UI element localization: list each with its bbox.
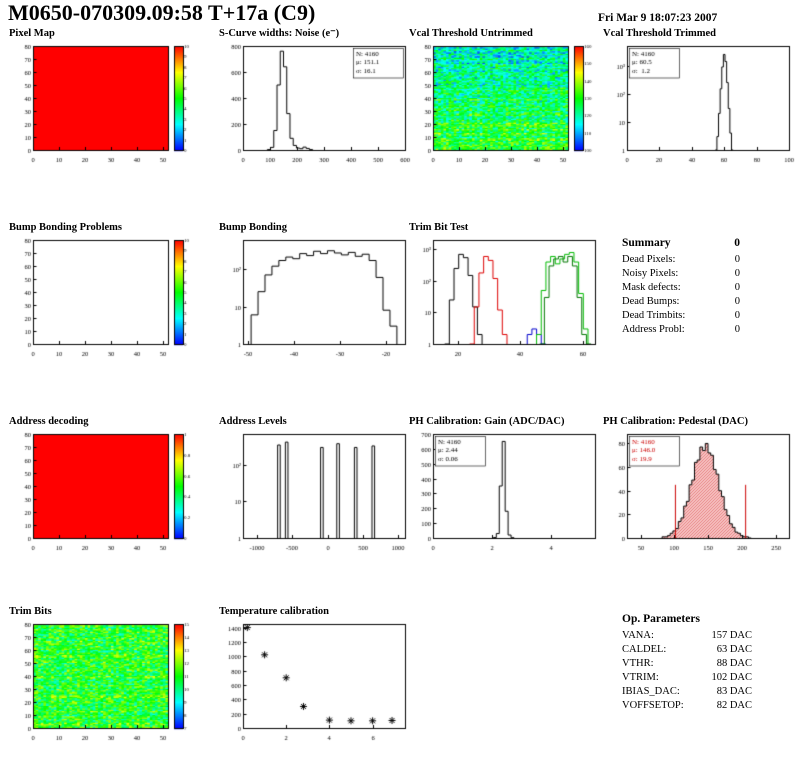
summary-row-label: Dead Pixels: bbox=[622, 254, 676, 265]
summary-row: Mask defects: 0 bbox=[622, 281, 740, 295]
temperature-calibration-scatter bbox=[218, 619, 414, 743]
panel-trim-bit-test: Trim Bit Test bbox=[408, 222, 604, 359]
op-parameter-value: 88 DAC bbox=[716, 658, 752, 669]
panel-pixel-map: Pixel Map bbox=[8, 28, 204, 165]
summary-row: Address Probl: 0 bbox=[622, 323, 740, 337]
summary-total: 0 bbox=[734, 237, 740, 249]
panel-title: Pixel Map bbox=[9, 28, 55, 39]
summary-row-value: 0 bbox=[734, 324, 740, 335]
panel-address-levels: Address Levels bbox=[218, 416, 414, 553]
panel-title: Address decoding bbox=[9, 416, 89, 427]
panel-title: S-Curve widths: Noise (e⁻) bbox=[219, 28, 340, 39]
summary-title: Summary bbox=[622, 237, 671, 249]
panel-bump-bonding-problems: Bump Bonding Problems bbox=[8, 222, 204, 359]
panel-title: PH Calibration: Gain (ADC/DAC) bbox=[409, 416, 565, 427]
op-parameter-row: IBIAS_DAC: 83 DAC bbox=[622, 685, 754, 699]
ph-pedestal-histogram bbox=[602, 429, 796, 553]
panel-temperature-calibration: Temperature calibration bbox=[218, 606, 414, 743]
bump-bonding-histogram bbox=[218, 235, 414, 359]
op-parameter-label: VTHR: bbox=[622, 658, 654, 669]
summary-row-label: Dead Bumps: bbox=[622, 296, 680, 307]
summary-row: Dead Pixels: 0 bbox=[622, 253, 740, 267]
op-parameter-value: 63 DAC bbox=[716, 644, 752, 655]
panel-title: Address Levels bbox=[219, 416, 287, 427]
panel-bump-bonding: Bump Bonding bbox=[218, 222, 414, 359]
op-parameters-block: Op. Parameters VANA: 157 DAC CALDEL: 63 DA… bbox=[622, 612, 754, 713]
op-parameter-label: CALDEL: bbox=[622, 644, 667, 655]
summary-row-label: Mask defects: bbox=[622, 282, 681, 293]
address-decoding-heatmap bbox=[8, 429, 204, 553]
summary-row: Dead Trimbits: 0 bbox=[622, 309, 740, 323]
panel-title: PH Calibration: Pedestal (DAC) bbox=[603, 416, 748, 427]
summary-row: Dead Bumps: 0 bbox=[622, 295, 740, 309]
summary-row: Noisy Pixels: 0 bbox=[622, 267, 740, 281]
summary-row-value: 0 bbox=[734, 254, 740, 265]
op-parameter-value: 157 DAC bbox=[711, 630, 752, 641]
summary-block: Summary 0 Dead Pixels: 0 Noisy Pixels: 0 M… bbox=[622, 236, 740, 337]
panel-title: Trim Bits bbox=[9, 606, 52, 617]
panel-title: Temperature calibration bbox=[219, 606, 329, 617]
panel-title: Bump Bonding bbox=[219, 222, 287, 233]
panel-ph-gain: PH Calibration: Gain (ADC/DAC) bbox=[408, 416, 604, 553]
summary-row-label: Dead Trimbits: bbox=[622, 310, 686, 321]
ph-gain-histogram bbox=[408, 429, 604, 553]
panel-title: Bump Bonding Problems bbox=[9, 222, 123, 233]
trim-bits-heatmap bbox=[8, 619, 204, 743]
op-parameter-label: VOFFSETOP: bbox=[622, 700, 684, 711]
op-parameter-row: VTRIM: 102 DAC bbox=[622, 671, 754, 685]
panel-ph-pedestal: PH Calibration: Pedestal (DAC) bbox=[602, 416, 796, 553]
trim-bit-test-histogram bbox=[408, 235, 604, 359]
panel-vcal-trimmed: Vcal Threshold Trimmed bbox=[602, 28, 796, 165]
op-parameter-label: VTRIM: bbox=[622, 672, 659, 683]
op-parameter-label: VANA: bbox=[622, 630, 654, 641]
op-parameter-row: VANA: 157 DAC bbox=[622, 629, 754, 643]
op-parameter-value: 102 DAC bbox=[711, 672, 752, 683]
op-parameter-label: IBIAS_DAC: bbox=[622, 686, 680, 697]
op-parameter-row: VOFFSETOP: 82 DAC bbox=[622, 699, 754, 713]
summary-row-label: Noisy Pixels: bbox=[622, 268, 679, 279]
summary-row-value: 0 bbox=[734, 310, 740, 321]
vcal-trimmed-histogram bbox=[602, 41, 796, 165]
page-title: M0650-070309.09:58 T+17a (C9) bbox=[8, 0, 316, 25]
op-parameter-value: 83 DAC bbox=[716, 686, 752, 697]
bump-bonding-problems-heatmap bbox=[8, 235, 204, 359]
summary-row-value: 0 bbox=[734, 268, 740, 279]
panel-scurve-noise: S-Curve widths: Noise (e⁻) bbox=[218, 28, 414, 165]
op-parameters-title: Op. Parameters bbox=[622, 613, 700, 625]
address-levels-histogram bbox=[218, 429, 414, 553]
summary-row-label: Address Probl: bbox=[622, 324, 685, 335]
panel-trim-bits: Trim Bits bbox=[8, 606, 204, 743]
summary-row-value: 0 bbox=[734, 282, 740, 293]
scurve-noise-histogram bbox=[218, 41, 414, 165]
panel-address-decoding: Address decoding bbox=[8, 416, 204, 553]
panel-vcal-untrimmed: Vcal Threshold Untrimmed bbox=[408, 28, 604, 165]
op-parameter-value: 82 DAC bbox=[716, 700, 752, 711]
panel-title: Trim Bit Test bbox=[409, 222, 469, 233]
summary-row-value: 0 bbox=[734, 296, 740, 307]
op-parameter-row: CALDEL: 63 DAC bbox=[622, 643, 754, 657]
vcal-untrimmed-heatmap bbox=[408, 41, 604, 165]
timestamp: Fri Mar 9 18:07:23 2007 bbox=[598, 12, 718, 24]
panel-title: Vcal Threshold Trimmed bbox=[603, 28, 716, 39]
pixel-map-heatmap bbox=[8, 41, 204, 165]
panel-title: Vcal Threshold Untrimmed bbox=[409, 28, 533, 39]
op-parameter-row: VTHR: 88 DAC bbox=[622, 657, 754, 671]
